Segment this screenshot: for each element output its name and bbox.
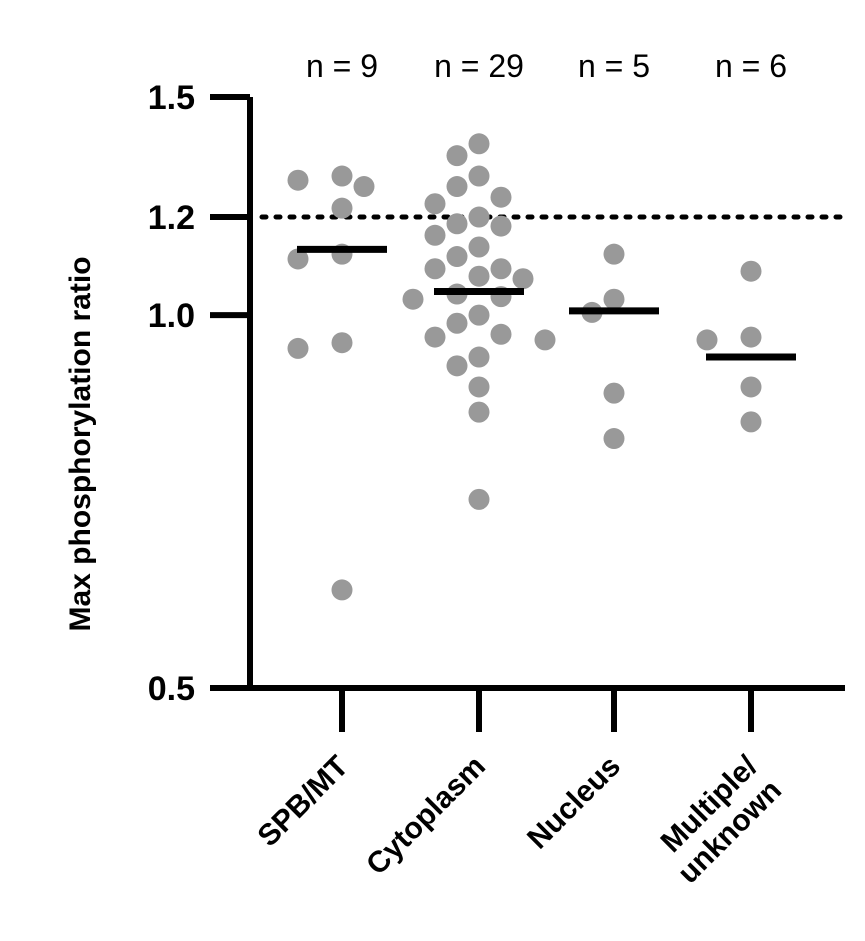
y-tick-label: 1.0 [148, 297, 195, 335]
data-point [740, 326, 762, 348]
data-point [468, 165, 490, 187]
data-point [287, 337, 309, 359]
data-point [468, 401, 490, 423]
data-point [468, 265, 490, 287]
group-count-label: n = 6 [715, 48, 787, 84]
data-point [446, 176, 468, 198]
data-point [468, 304, 490, 326]
data-point [424, 224, 446, 246]
data-point [490, 258, 512, 280]
data-point [331, 165, 353, 187]
data-point [424, 258, 446, 280]
data-point [424, 326, 446, 348]
data-point [446, 246, 468, 268]
data-point [287, 248, 309, 270]
y-tick-label: 0.5 [148, 670, 195, 708]
data-point [740, 260, 762, 282]
group-count-label: n = 29 [434, 48, 524, 84]
category-label: Cytoplasm [360, 750, 492, 882]
data-point [446, 145, 468, 167]
category-label: SPB/MT [251, 750, 354, 853]
data-point [353, 176, 375, 198]
data-point [446, 213, 468, 235]
data-point [696, 329, 718, 351]
data-point [446, 355, 468, 377]
data-point [468, 206, 490, 228]
data-point [287, 169, 309, 191]
data-point [603, 382, 625, 404]
data-point [446, 312, 468, 334]
data-point [468, 346, 490, 368]
data-point [402, 288, 424, 310]
data-point [490, 215, 512, 237]
data-point [490, 186, 512, 208]
group-count-label: n = 9 [306, 48, 378, 84]
x-axis [247, 685, 845, 732]
y-tick-label: 1.2 [148, 199, 195, 237]
y-axis-title: Max phosphorylation ratio [64, 256, 97, 631]
data-point [534, 329, 556, 351]
data-point [331, 197, 353, 219]
y-tick-label: 1.5 [148, 79, 195, 117]
data-point [468, 133, 490, 155]
data-point [740, 411, 762, 433]
data-point [468, 236, 490, 258]
category-label: Nucleus [521, 750, 627, 856]
group-count-label: n = 5 [578, 48, 650, 84]
data-point [490, 323, 512, 345]
data-point [331, 332, 353, 354]
data-point [603, 243, 625, 265]
data-point [468, 376, 490, 398]
category-label: Multiple/unknown [648, 749, 789, 890]
y-axis: 0.5 1.0 1.2 1.5 Max phosphorylation ratio [64, 79, 253, 708]
data-point [740, 376, 762, 398]
data-point [603, 288, 625, 310]
data-point [424, 193, 446, 215]
data-point [603, 428, 625, 450]
data-point [468, 488, 490, 510]
data-point [512, 268, 534, 290]
data-point [331, 579, 353, 601]
